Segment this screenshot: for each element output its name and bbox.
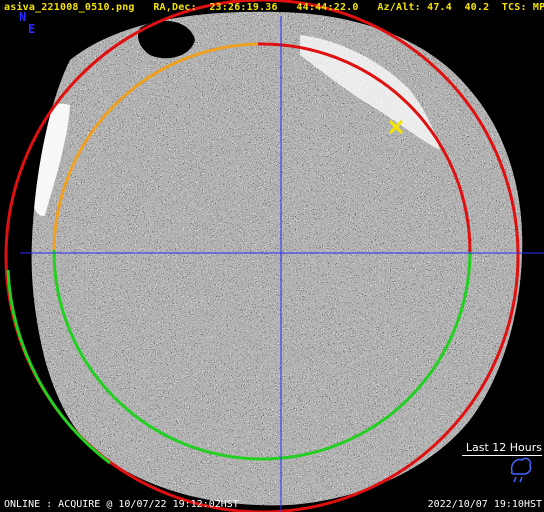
tcs-value: MP (532, 2, 544, 13)
azalt-label: Az/Alt: (377, 2, 421, 13)
history-label: Last 12 Hours (465, 441, 542, 454)
alt-value: 40.2 (464, 2, 490, 13)
status-line: ONLINE : ACQUIRE @ 10/07/22 19:12:02HST (4, 499, 239, 510)
limit-arc-ok (52, 249, 472, 461)
x-cross-icon (388, 119, 404, 135)
header-bar: asiva_221008_0510.png RA,Dec: 23:26:19.3… (4, 2, 544, 13)
horizon-arc-visible (6, 269, 111, 465)
history-underline (462, 455, 542, 456)
az-value: 47.4 (427, 2, 452, 13)
radec-label: RA,Dec: (153, 2, 197, 13)
east-label: E (28, 22, 36, 36)
dec-value: 44:44:22.0 (296, 2, 359, 13)
timestamp-label: 2022/10/07 19:10HST (427, 499, 542, 510)
tcs-label: TCS: (501, 2, 527, 13)
image-filename: asiva_221008_0510.png (4, 2, 135, 13)
cloud-rain-icon (510, 457, 532, 483)
north-label: N (19, 10, 27, 24)
limit-arc-past (52, 42, 259, 251)
ra-value: 23:26:19.36 (209, 2, 278, 13)
limit-arc-restricted (257, 42, 472, 253)
horizon-circle (4, 0, 520, 512)
